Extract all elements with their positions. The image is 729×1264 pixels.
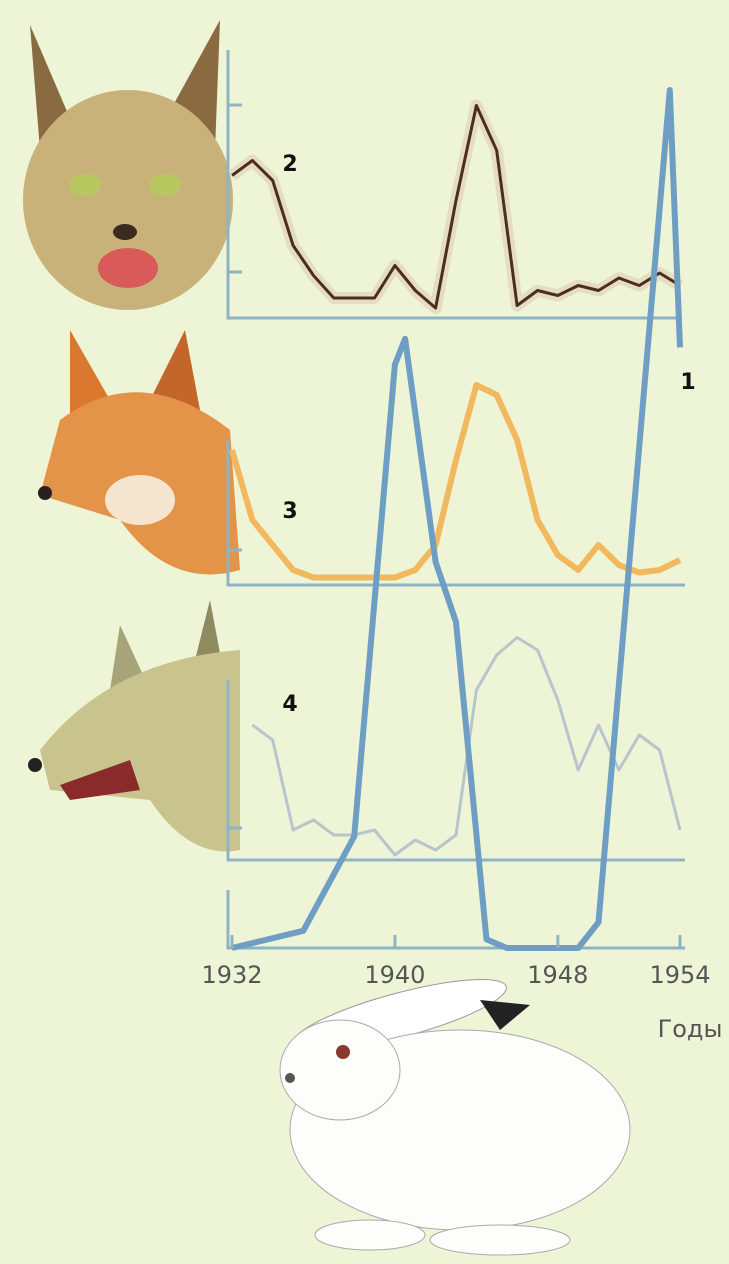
series-label: 3: [282, 499, 297, 524]
hare-illustration: [279, 978, 631, 1256]
x-tick-label: 1940: [364, 961, 425, 989]
series-label: 1: [680, 370, 695, 395]
plot: 3 4 2 1 1932 1940 1948 1954 Годы: [201, 87, 723, 1043]
x-tick-label: 1948: [527, 961, 588, 989]
wolf-illustration: [28, 600, 240, 852]
series-line: [251, 636, 682, 857]
x-tick-label: 1954: [649, 961, 710, 989]
series-label: 4: [282, 692, 297, 717]
series-line: [229, 382, 682, 581]
fox-illustration: [38, 330, 240, 575]
x-tick-label: 1932: [201, 961, 262, 989]
lynx-illustration: [23, 20, 233, 310]
x-axis-label: Годы: [658, 1015, 723, 1043]
series-line: [231, 87, 683, 951]
series-label: 2: [282, 152, 297, 177]
series-line: [231, 104, 681, 310]
